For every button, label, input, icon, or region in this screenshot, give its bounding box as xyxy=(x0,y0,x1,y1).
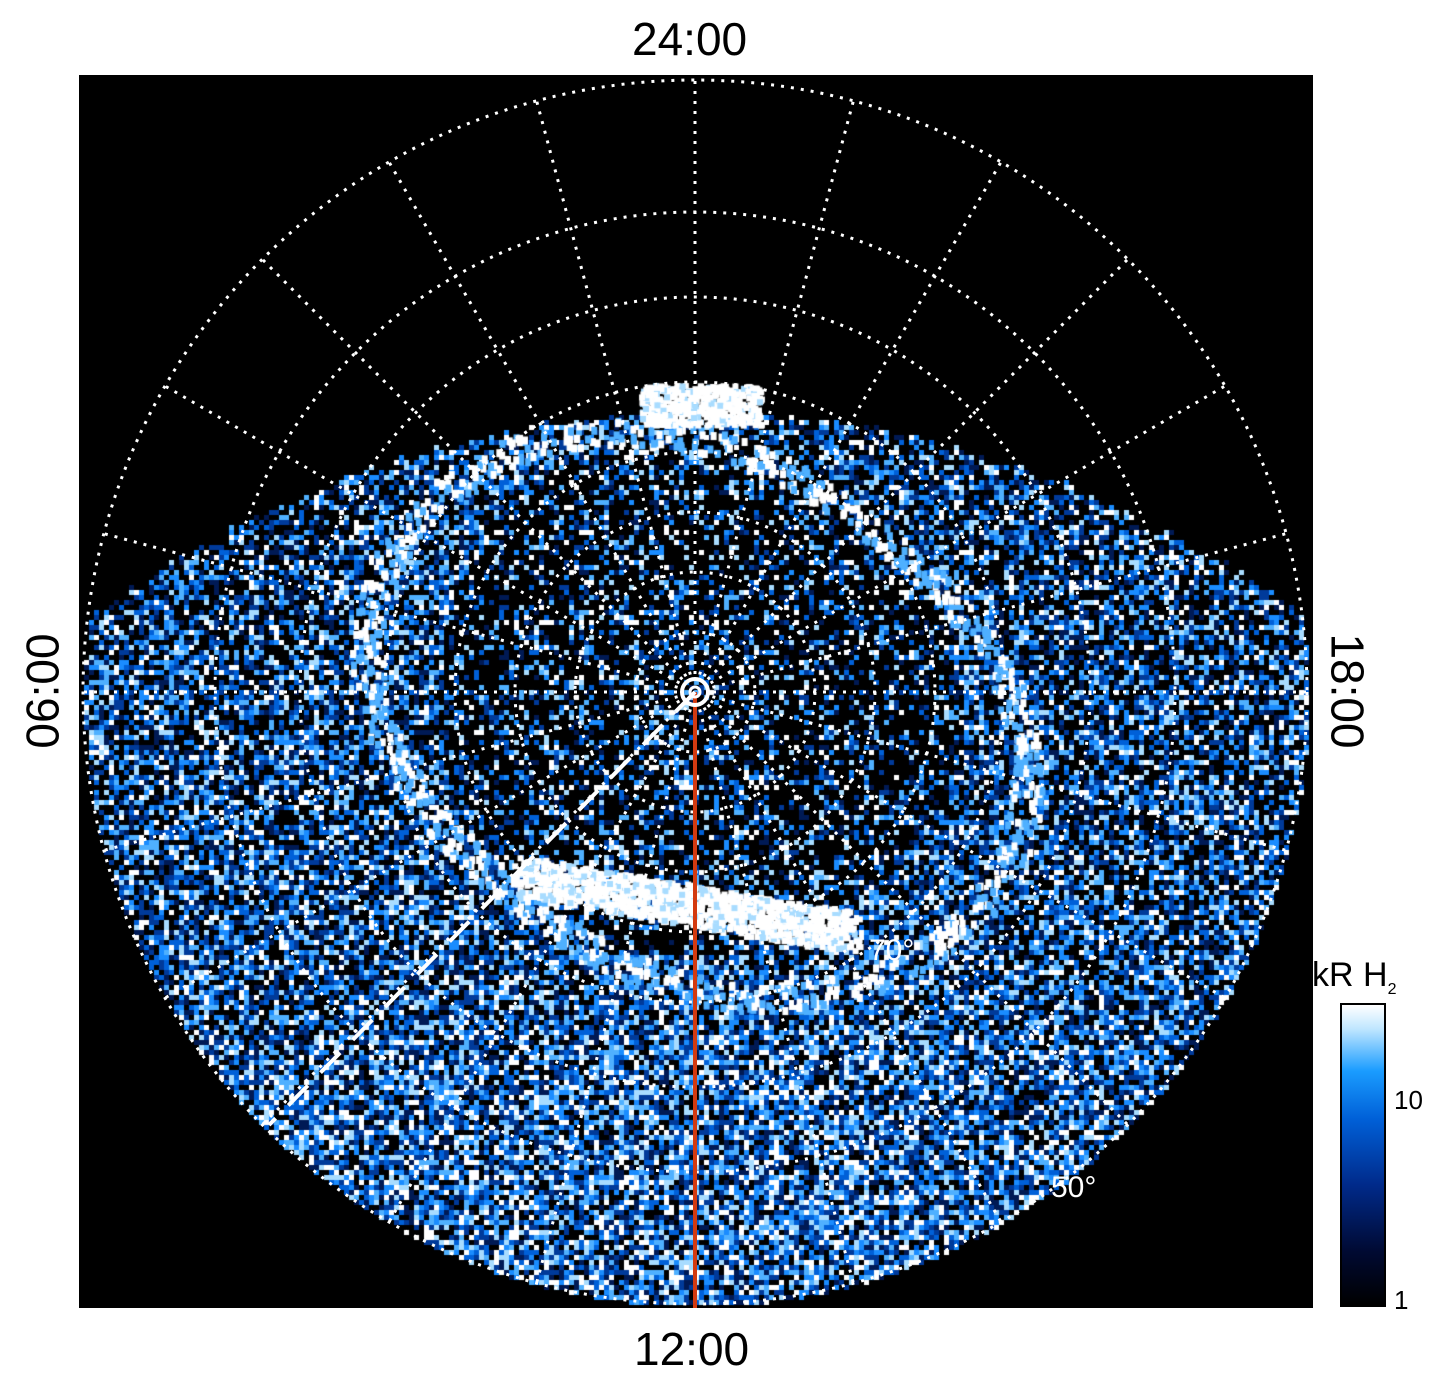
longitude-spoke xyxy=(103,532,679,689)
longitude-spoke xyxy=(103,695,679,852)
longitude-spoke xyxy=(711,695,1287,852)
pole-marker xyxy=(680,677,710,707)
longitude-spoke xyxy=(535,100,692,676)
label-06-00: 06:00 xyxy=(16,633,69,749)
colorbar xyxy=(1340,1003,1386,1307)
longitude-spoke xyxy=(387,706,688,1223)
colorbar-gradient xyxy=(1340,1003,1386,1307)
dashed-reference-line xyxy=(267,690,697,1127)
longitude-spoke xyxy=(711,532,1287,689)
colorbar-title: kR H2 xyxy=(1312,956,1397,998)
longitude-spoke xyxy=(698,100,855,676)
longitude-spoke xyxy=(706,258,1129,681)
label-24-00: 24:00 xyxy=(632,13,748,65)
latitude-label-70: 70° xyxy=(869,934,914,967)
longitude-spoke xyxy=(706,703,1129,1126)
label-18-00: 18:00 xyxy=(1321,633,1374,749)
colorbar-tick-1: 1 xyxy=(1394,1285,1409,1315)
longitude-spoke xyxy=(698,708,855,1284)
pole-marker-center xyxy=(688,685,702,699)
longitude-spoke xyxy=(261,258,684,681)
longitude-spoke xyxy=(164,384,681,685)
label-12-00: 12:00 xyxy=(634,1323,750,1375)
grid-overlay: 70° 50° xyxy=(81,78,1309,1308)
colorbar-tick-10: 10 xyxy=(1394,1085,1423,1115)
longitude-spoke xyxy=(709,384,1226,685)
latitude-label-50: 50° xyxy=(1051,1171,1096,1204)
longitude-spoke xyxy=(535,708,692,1284)
auroral-polar-image: 70° 50° xyxy=(79,75,1313,1308)
longitude-spoke xyxy=(702,706,1003,1223)
longitude-spoke xyxy=(164,699,681,1000)
